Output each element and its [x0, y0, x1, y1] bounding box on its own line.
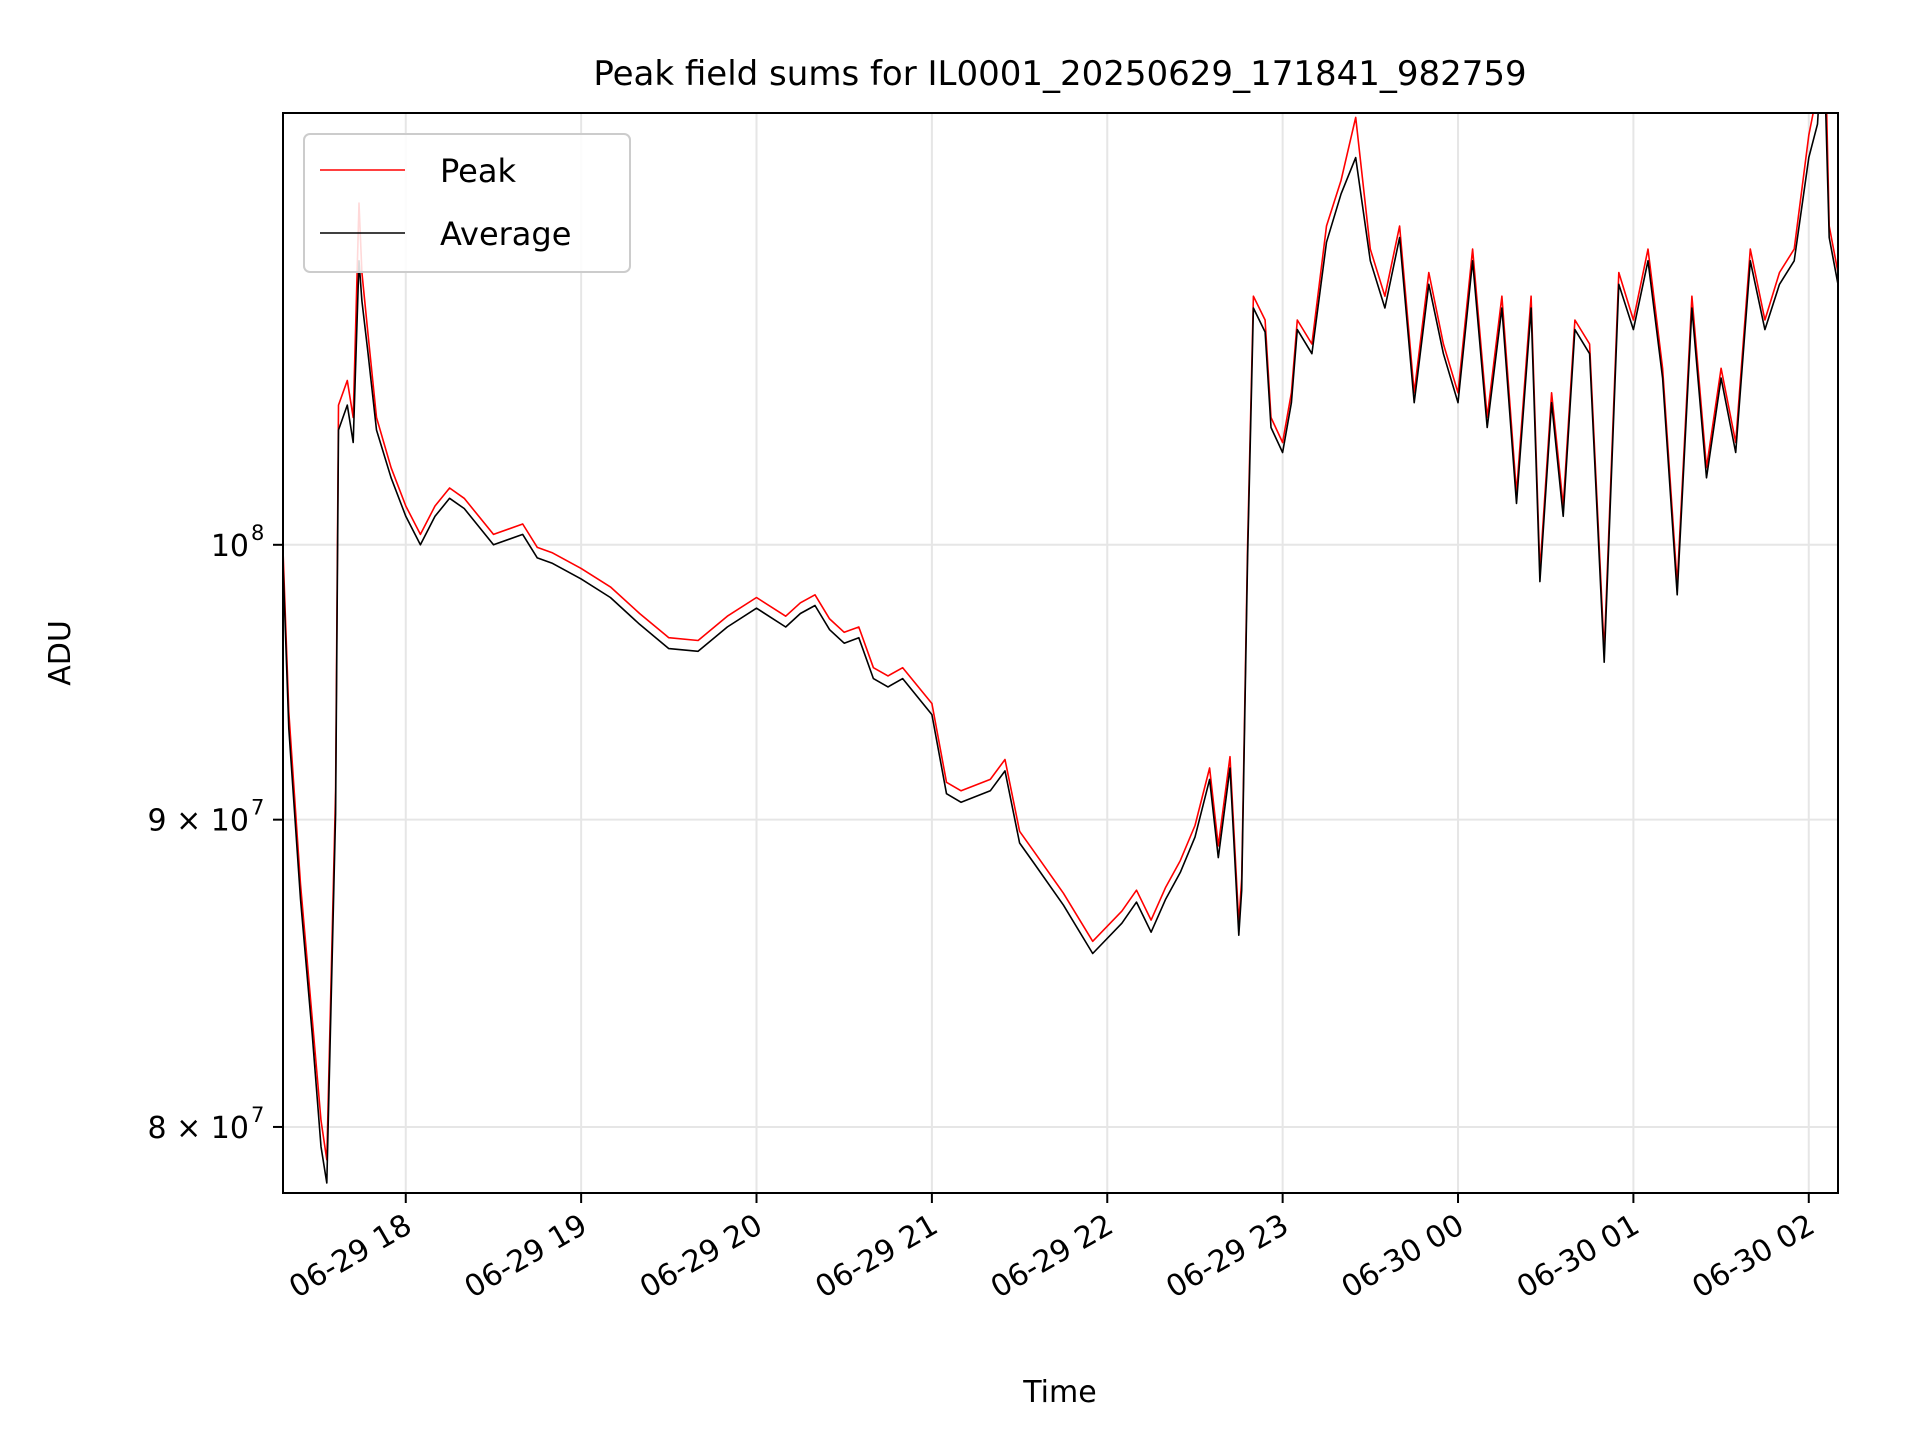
x-axis-label: Time — [1022, 1375, 1096, 1410]
y-axis-label: ADU — [43, 620, 78, 686]
grid-lines — [283, 113, 1838, 1193]
legend-label-peak: Peak — [440, 152, 516, 190]
series-line-average — [283, 113, 1838, 1184]
plot-frame — [282, 112, 1839, 1194]
chart-title: Peak field sums for IL0001_20250629_1718… — [593, 54, 1526, 94]
y-tick-exponent: 7 — [251, 796, 264, 820]
legend: Peak Average — [303, 133, 631, 273]
series-layer — [283, 113, 1838, 1184]
y-tick-label: 10 — [211, 529, 249, 564]
legend-label-average: Average — [440, 215, 571, 253]
y-tick-label: 9 × 10 — [148, 804, 249, 839]
y-tick-label: 8 × 10 — [148, 1111, 249, 1146]
y-tick-exponent: 7 — [251, 1103, 264, 1127]
legend-box — [303, 133, 631, 273]
y-tick-exponent: 8 — [251, 521, 264, 545]
